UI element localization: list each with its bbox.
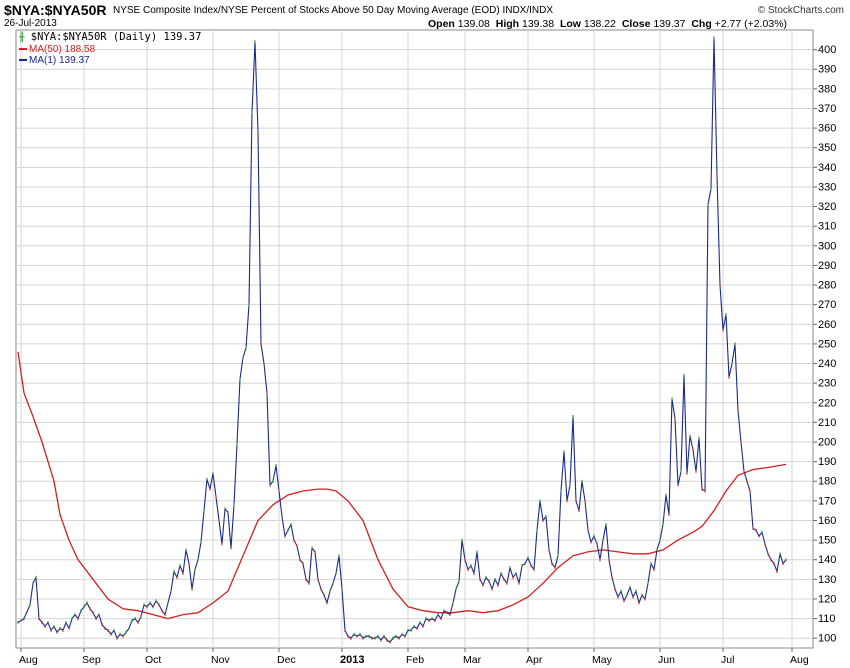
y-tick-label: 290 — [818, 260, 836, 272]
chart-date: 26-Jul-2013 — [4, 18, 57, 29]
x-tick-label: Sep — [82, 654, 101, 666]
x-tick-label: Jun — [658, 654, 675, 666]
y-tick-label: 250 — [818, 338, 836, 350]
legend-ma1-text: MA(1) 139.37 — [29, 55, 90, 66]
y-tick-label: 120 — [818, 593, 836, 605]
close-value: 139.37 — [653, 18, 686, 30]
y-tick-label: 140 — [818, 554, 836, 566]
x-tick-label: Apr — [526, 654, 543, 666]
y-tick-label: 280 — [818, 280, 836, 292]
legend-ma50: MA(50) 188.58 — [19, 44, 95, 55]
y-tick-label: 190 — [818, 456, 836, 468]
legend-ma50-swatch — [19, 48, 27, 51]
y-tick-label: 350 — [818, 142, 836, 154]
y-tick-label: 340 — [818, 162, 836, 174]
low-value: 138.22 — [583, 18, 616, 30]
y-tick-label: 390 — [818, 64, 836, 76]
x-axis-labels: Aug Sep Oct Nov Dec 2013 Feb Mar Apr May Jun Jul Aug — [19, 654, 809, 666]
y-tick-label: 320 — [818, 201, 836, 213]
y-axis-labels: 100 110 120 130 140 150 160 170 180 190 200 210 220 2… — [818, 44, 836, 645]
legend-main: ╫ $NYA:$NYA50R (Daily) 139.37 — [19, 31, 201, 43]
ticker-symbol: $NYA:$NYA50R — [4, 2, 107, 18]
y-tick-label: 220 — [818, 397, 836, 409]
legend-ma1: MA(1) 139.37 — [19, 55, 90, 66]
y-tick-label: 110 — [818, 613, 836, 625]
y-tick-label: 360 — [818, 123, 836, 135]
description-text: NYSE Composite Index/NYSE Percent of Sto… — [113, 5, 500, 16]
y-tick-label: 300 — [818, 240, 836, 252]
y-tick-label: 180 — [818, 476, 836, 488]
y-tick-label: 310 — [818, 221, 836, 233]
y-tick-label: 240 — [818, 358, 836, 370]
brand-mark: © StockCharts.com — [757, 5, 844, 16]
y-tick-label: 130 — [818, 574, 836, 586]
chart-description: NYSE Composite Index/NYSE Percent of Sto… — [113, 5, 553, 16]
y-tick-label: 370 — [818, 103, 836, 115]
legend-main-text: $NYA:$NYA50R (Daily) 139.37 — [30, 31, 202, 43]
ma50-line — [17, 351, 787, 620]
exchange-text: INDX/INDX — [502, 5, 554, 16]
y-tick-label: 210 — [818, 417, 836, 429]
bar-ticks — [17, 36, 787, 644]
ma50-series — [17, 351, 787, 620]
x-tick-label: Aug — [790, 654, 809, 666]
x-tick-label: 2013 — [340, 654, 364, 666]
chg-label: Chg — [691, 18, 712, 30]
x-tick-label: Dec — [277, 654, 296, 666]
high-label: High — [495, 18, 520, 30]
y-tick-label: 200 — [818, 437, 836, 449]
open-label: Open — [428, 18, 455, 30]
y-tick-label: 100 — [818, 633, 836, 645]
y-tick-label: 380 — [818, 83, 836, 95]
x-tick-label: Oct — [145, 654, 161, 666]
y-tick-label: 270 — [818, 299, 836, 311]
x-tick-label: Feb — [406, 654, 424, 666]
y-tick-label: 400 — [818, 44, 836, 56]
y-tick-label: 260 — [818, 319, 836, 331]
x-tick-label: May — [592, 654, 613, 666]
y-tick-label: 160 — [818, 515, 836, 527]
legend-ma50-text: MA(50) 188.58 — [29, 44, 96, 55]
close-label: Close — [621, 18, 651, 30]
open-value: 139.08 — [457, 18, 490, 30]
grid-lines — [16, 30, 817, 652]
plot-area — [15, 29, 814, 649]
chg-value: +2.77 (+2.03%) — [714, 18, 788, 30]
x-tick-label: Mar — [463, 654, 482, 666]
y-tick-label: 170 — [818, 495, 836, 507]
quote-summary: Open 139.08 High 139.38 Low 138.22 Close… — [428, 18, 787, 30]
y-tick-label: 230 — [818, 378, 836, 390]
y-tick-label: 150 — [818, 535, 836, 547]
high-value: 139.38 — [521, 18, 555, 30]
x-tick-label: Jul — [721, 654, 734, 666]
legend-ma1-swatch — [19, 59, 27, 62]
x-tick-label: Nov — [211, 654, 230, 666]
x-tick-label: Aug — [19, 654, 38, 666]
low-label: Low — [559, 18, 581, 30]
legend-main-swatch: ╫ — [19, 33, 25, 43]
y-tick-label: 330 — [818, 181, 836, 193]
